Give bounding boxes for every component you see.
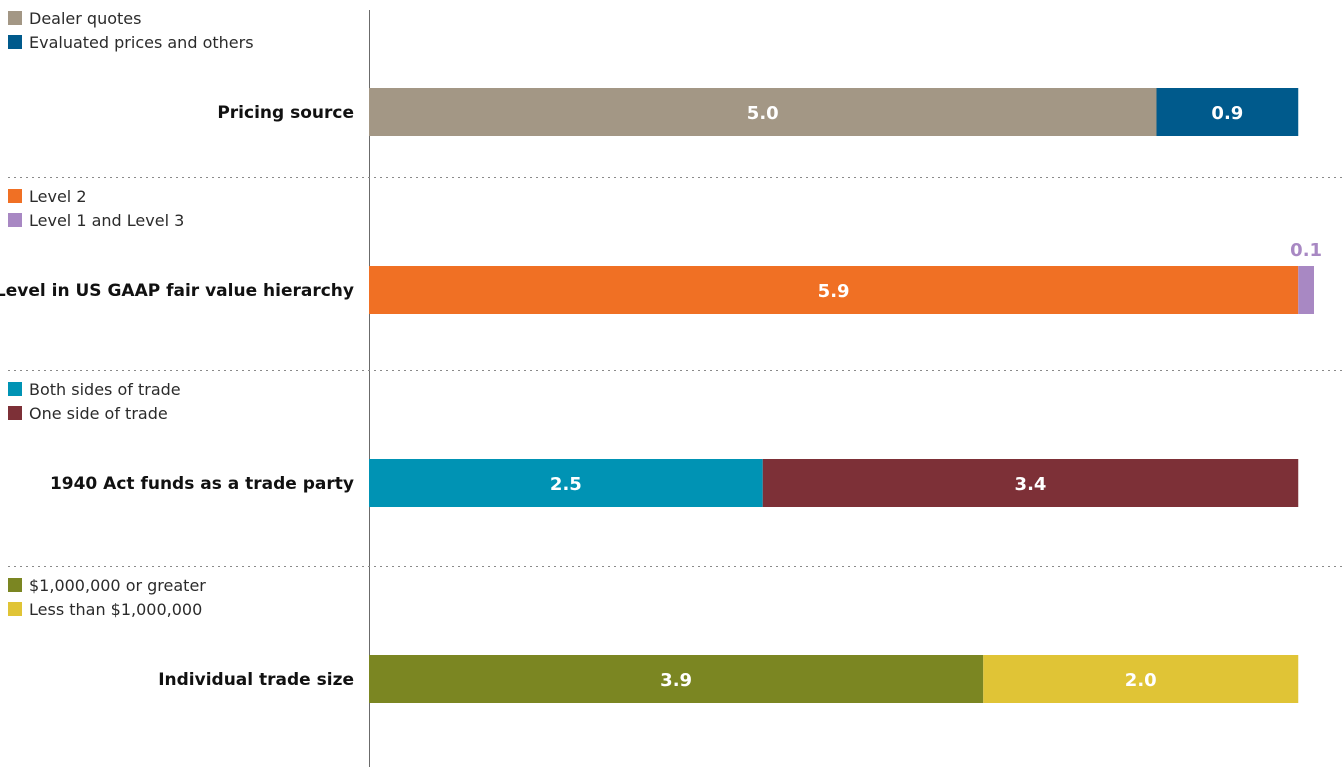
bar-value-label: 5.0 (747, 103, 779, 124)
legend-label: One side of trade (29, 404, 168, 423)
bar-segment (369, 655, 984, 703)
legend-swatch (8, 406, 22, 420)
legend-swatch (8, 213, 22, 227)
legend-swatch (8, 602, 22, 616)
bar-value-label: 2.0 (1125, 670, 1157, 691)
legend-swatch (8, 35, 22, 49)
bar-value-label: 3.9 (660, 670, 692, 691)
bar-segment (369, 459, 763, 507)
legend-label: Less than $1,000,000 (29, 600, 202, 619)
bar-value-label: 2.5 (550, 474, 582, 495)
legend-label: Level 1 and Level 3 (29, 211, 184, 230)
bar-value-label: 0.9 (1211, 103, 1243, 124)
bar-value-label: 3.4 (1015, 474, 1047, 495)
category-label: 1940 Act funds as a trade party (50, 474, 354, 494)
bar-value-label: 0.1 (1290, 240, 1322, 261)
bar-segment (369, 88, 1157, 136)
legend-label: Dealer quotes (29, 9, 141, 28)
legend-swatch (8, 382, 22, 396)
bar-segment (1156, 88, 1299, 136)
category-label: Level in US GAAP fair value hierarchy (0, 281, 354, 301)
bar-segment (762, 459, 1299, 507)
category-label: Individual trade size (158, 670, 354, 690)
legend-swatch (8, 578, 22, 592)
bar-segment (369, 266, 1299, 314)
category-label: Pricing source (217, 103, 354, 123)
legend-label: $1,000,000 or greater (29, 576, 206, 595)
legend-swatch (8, 189, 22, 203)
legend-swatch (8, 11, 22, 25)
bar-value-label: 5.9 (818, 281, 850, 302)
legend-label: Both sides of trade (29, 380, 181, 399)
legend-label: Evaluated prices and others (29, 33, 254, 52)
legend-label: Level 2 (29, 187, 87, 206)
bar-segment (1298, 266, 1314, 314)
bar-segment (983, 655, 1299, 703)
